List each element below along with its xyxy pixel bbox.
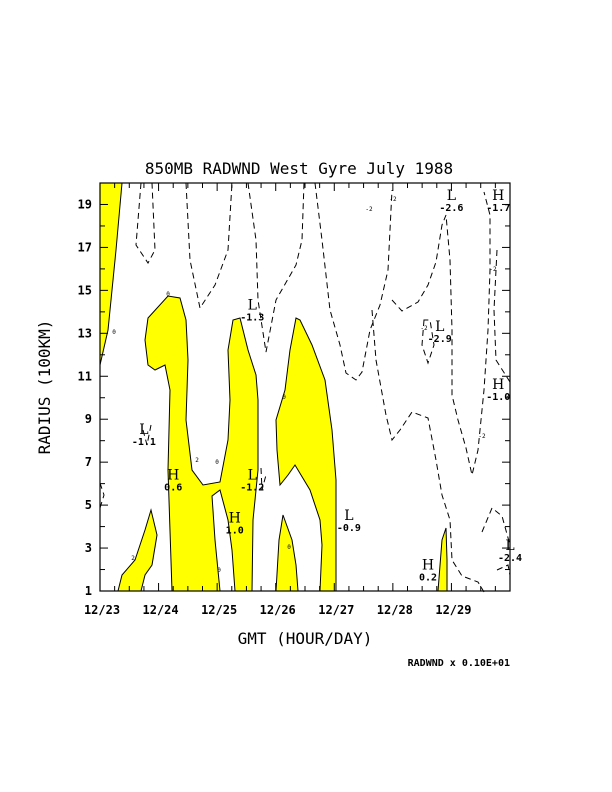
contour-value-label: 2 [131,555,135,562]
contour-line [496,564,511,576]
positive-regions [99,182,448,592]
contour-value-label: 0 [282,394,286,401]
scale-note: RADWND x 0.10E+01 [408,658,510,669]
extremum-value: -1.0 [486,392,510,403]
x-tick-label: 12/26 [260,603,296,617]
contour-line [314,182,393,381]
y-tick-label: 17 [78,240,92,254]
contour-value-label: -2 [389,196,397,203]
extremum-marker: H1.0 [226,510,244,536]
y-tick-label: 19 [78,197,92,211]
x-tick-label: 12/24 [143,603,179,617]
extremum-marker: L-1.1 [132,422,156,448]
extremum-value: 1.0 [226,525,244,536]
extremum-marker: H-1.7 [486,188,510,214]
contour-value-label: -2 [489,266,497,273]
contour-value-label: 2 [195,457,199,464]
x-tick-label: 12/23 [84,603,120,617]
extremum-value: -1.1 [132,437,156,448]
extremum-marker: L-1.2 [240,467,264,493]
fill-region [144,295,259,592]
extremum-type: H [422,558,434,574]
extremum-type: H [492,188,504,204]
extremum-marker: H-1.0 [486,377,510,403]
extremum-value: 0.6 [164,482,182,493]
x-tick-label: 12/27 [318,603,354,617]
contour-line [185,182,233,310]
y-tick-label: 5 [85,498,92,512]
x-tick-label: 12/29 [435,603,471,617]
y-axis-label: RADIUS (100KM) [35,320,54,455]
fill-region [99,182,123,366]
extremum-value: -2.9 [428,334,452,345]
extremum-type: L [248,467,257,483]
extremum-type: L [447,188,456,204]
contour-labels: 0 2 0 0 0 0 0 2 -2 -2 -2 -2 -2 [112,196,497,574]
extremum-marker: L-2.9 [428,319,452,345]
y-tick-label: 3 [85,541,92,555]
fill-region [275,317,337,592]
contour-line [247,182,305,353]
contour-line [481,507,511,546]
extremum-type: L [344,508,353,524]
contour-value-label: 0 [215,459,219,466]
contour-value-label: 0 [112,329,116,336]
contour-line [371,309,485,593]
plot-frame [99,182,511,592]
contour-value-label: 0 [287,544,291,551]
contour-line [135,182,156,264]
contour-value-label: 0 [166,291,170,298]
contour-line [99,482,105,509]
extremum-type: H [229,510,241,526]
extremum-value: -1.2 [240,482,264,493]
chart-title: 850MB RADWND West Gyre July 1988 [145,159,453,178]
extremum-type: H [492,377,504,393]
extremum-value: 0.2 [419,573,437,584]
y-tick-label: 13 [78,326,92,340]
extremum-type: L [248,298,257,314]
x-axis-label: GMT (HOUR/DAY) [238,629,373,648]
contour-value-label: -2 [420,325,428,332]
contour-line [421,319,435,365]
negative-contours [99,182,511,593]
y-tick-label: 7 [85,455,92,469]
contour-line [142,424,152,446]
extremum-marker: L-0.9 [337,508,361,534]
contour-line [391,191,491,476]
contour-value-label: -2 [478,433,486,440]
extremum-marker: H0.2 [419,558,437,584]
extremum-value: -1.7 [486,203,510,214]
y-tick-label: 9 [85,412,92,426]
y-tick-label: 11 [78,369,92,383]
y-tick-label: 1 [85,584,92,598]
fill-region [275,514,299,592]
extremum-value: -1.3 [240,313,264,324]
fill-region [117,508,158,592]
extremum-marker: L-2.6 [439,188,463,214]
x-tick-label: 12/25 [201,603,237,617]
extremum-marker: H0.6 [164,467,182,493]
contour-line [260,467,267,491]
contour-value-label: -2 [365,206,373,213]
contour-value-label: 0 [217,567,221,574]
extremum-value: -2.6 [439,203,463,214]
extremum-type: L [139,422,148,438]
y-tick-label: 15 [78,283,92,297]
contour-line [493,249,511,383]
extremum-type: H [167,467,179,483]
x-tick-label: 12/28 [377,603,413,617]
extremum-value: -0.9 [337,523,361,534]
extremum-marker: L-1.3 [240,298,264,324]
extremum-type: L [435,319,444,335]
fill-region [437,527,448,592]
